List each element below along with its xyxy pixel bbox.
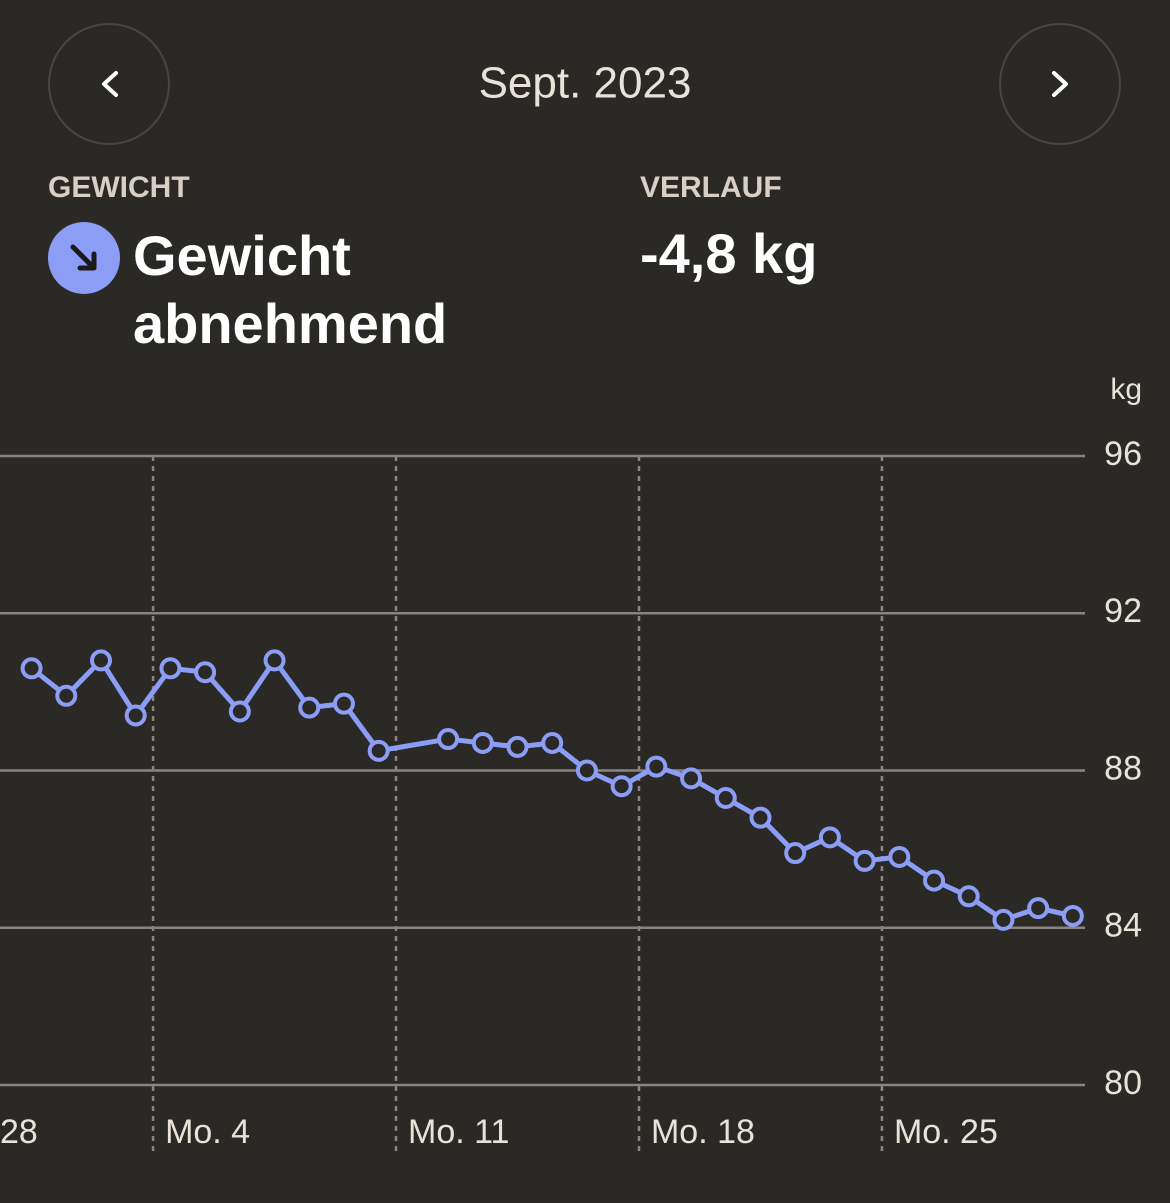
y-tick-label: 88: [1104, 749, 1142, 787]
x-tick-label: 28: [0, 1113, 38, 1151]
x-tick-label: Mo. 4: [165, 1113, 250, 1151]
y-tick-label: 96: [1104, 435, 1142, 473]
weight-point: [645, 755, 668, 778]
y-tick-label: 92: [1104, 592, 1142, 630]
weight-point: [437, 728, 460, 751]
y-tick-label: 84: [1104, 907, 1142, 945]
weight-point: [1027, 897, 1050, 920]
weight-point: [853, 849, 876, 872]
weight-point: [541, 731, 564, 754]
weight-point: [923, 869, 946, 892]
weight-point: [1061, 904, 1084, 927]
y-unit: kg: [1110, 373, 1142, 406]
weight-point: [367, 739, 390, 762]
x-tick-label: Mo. 25: [894, 1113, 998, 1151]
weight-point: [159, 657, 182, 680]
month-title: Sept. 2023: [479, 59, 692, 108]
next-button[interactable]: [999, 23, 1121, 145]
weight-point: [263, 649, 286, 672]
weight-point: [680, 767, 703, 790]
weight-point: [575, 759, 598, 782]
prev-button[interactable]: [48, 23, 170, 145]
weight-point: [784, 842, 807, 865]
weight-point: [818, 826, 841, 849]
x-tick-label: Mo. 18: [651, 1113, 755, 1151]
weight-point: [332, 692, 355, 715]
weight-point: [194, 661, 217, 684]
weight-point: [471, 731, 494, 754]
weight-point: [20, 657, 43, 680]
weight-point: [506, 735, 529, 758]
weight-point: [55, 684, 78, 707]
trend-label: VERLAUF: [640, 171, 782, 204]
weight-point: [228, 700, 251, 723]
weight-status: Gewicht abnehmend: [133, 224, 448, 355]
weight-point: [298, 696, 321, 719]
trend-value: -4,8 kg: [640, 222, 817, 285]
weight-point: [124, 704, 147, 727]
weight-point: [610, 775, 633, 798]
weight-line: [30, 657, 1074, 923]
weight-point: [714, 787, 737, 810]
x-tick-label: Mo. 11: [408, 1113, 509, 1151]
weight-point: [749, 806, 772, 829]
weight-point: [888, 845, 911, 868]
weight-point: [992, 908, 1015, 931]
y-tick-label: 80: [1104, 1064, 1142, 1102]
weight-point: [90, 649, 113, 672]
weight-point: [957, 885, 980, 908]
trend-icon: [48, 222, 120, 294]
weight-label: GEWICHT: [48, 171, 190, 204]
